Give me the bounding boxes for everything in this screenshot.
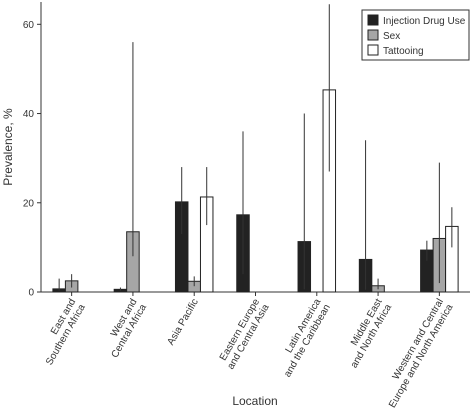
x-tick-label-line: Asia Pacific [165, 297, 200, 347]
x-tick-label: Asia Pacific [165, 297, 200, 347]
legend-label: Tattooing [383, 46, 424, 57]
x-axis-title: Location [232, 394, 277, 408]
x-tick-label: West andCentral Africa [100, 297, 149, 360]
legend-swatch [367, 44, 379, 56]
y-tick-label: 0 [28, 288, 34, 299]
x-tick-label: Middle Eastand North Africa [339, 297, 394, 370]
x-tick-label: East andSouthern Africa [35, 297, 88, 368]
y-tick-label: 60 [23, 20, 35, 31]
legend-swatch [367, 29, 379, 41]
legend-label: Injection Drug Use [383, 16, 466, 27]
x-tick-label: Latin Americaand the Caribbean [273, 297, 333, 380]
legend-box [361, 9, 470, 61]
x-tick-label: Eastern Europeand Central Asia [216, 297, 272, 372]
x-tick-label-line: Europe and North America [387, 302, 456, 410]
legend-swatch [367, 14, 379, 26]
legend-label: Sex [383, 31, 400, 42]
y-axis-title: Prevalence, % [1, 108, 15, 186]
y-tick-label: 20 [23, 198, 35, 209]
y-tick-label: 40 [23, 109, 35, 120]
